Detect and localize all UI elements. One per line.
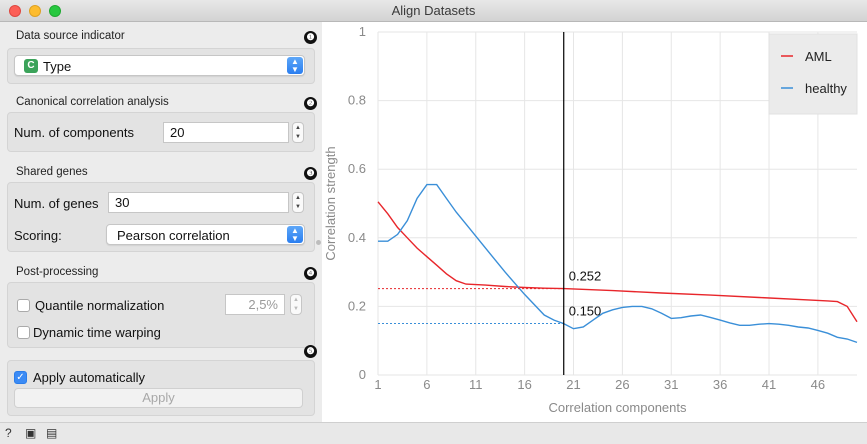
x-tick-label: 26 [615,377,629,392]
y-tick-label: 0.2 [348,298,366,313]
quantile-label: Quantile normalization [35,298,165,313]
badge-4: ❹ [304,267,317,280]
scoring-select[interactable]: Pearson correlation ▲ ▼ [106,224,305,245]
apply-auto-checkbox[interactable]: ✓ [14,371,27,384]
genes-label: Num. of genes [14,196,99,211]
scoring-value: Pearson correlation [117,228,230,243]
apply-auto-label: Apply automatically [33,370,145,385]
window-title: Align Datasets [391,3,476,18]
select-arrows-icon: ▲ ▼ [287,57,303,74]
dtw-checkbox[interactable] [17,326,30,339]
legend-label-AML: AML [805,49,832,64]
minimize-window-button[interactable] [29,5,41,17]
quantile-stepper[interactable]: ▲ ▼ [290,294,302,315]
components-stepper[interactable]: ▲ ▼ [292,122,304,143]
x-axis-label: Correlation components [548,400,687,415]
post-processing-title: Post-processing [16,266,99,278]
y-tick-label: 0.8 [348,93,366,108]
x-tick-label: 1 [374,377,381,392]
correlation-chart[interactable]: 1 6 11 16 21 26 31 36 41 4600.20.40.60.81Correlat… [322,22,867,422]
cca-title: Canonical correlation analysis [16,96,169,108]
x-tick-label: 21 [566,377,580,392]
splitter-handle[interactable] [316,240,321,245]
help-icon[interactable]: ? [5,426,12,440]
legend-label-healthy: healthy [805,81,847,96]
y-tick-label: 1 [359,24,366,39]
x-tick-label: 41 [762,377,776,392]
save-icon[interactable]: ▣ [25,426,37,440]
healthy-cutoff-label: 0.150 [569,304,602,319]
x-tick-label: 46 [811,377,825,392]
y-tick-label: 0 [359,367,366,382]
quantile-value-input[interactable]: 2,5% [225,294,285,315]
quantile-checkbox[interactable] [17,299,30,312]
x-tick-label: 11 [469,377,483,392]
aml-cutoff-label: 0.252 [569,269,602,284]
x-tick-label: 31 [664,377,678,392]
cca-box: Num. of components 20 ▲ ▼ [7,112,315,152]
dtw-label: Dynamic time warping [33,325,161,340]
x-tick-label: 36 [713,377,727,392]
data-source-box: C Type ▲ ▼ [7,48,315,84]
control-panel: Data source indicator ❶ C Type ▲ ▼ Canoni… [0,22,322,422]
badge-2: ❷ [304,97,317,110]
legend-box [768,33,858,115]
series-line-AML [377,201,858,323]
data-source-title: Data source indicator [16,30,125,42]
shared-genes-title: Shared genes [16,166,88,178]
title-bar: Align Datasets [0,0,867,22]
y-axis-label: Correlation strength [323,146,338,260]
genes-input[interactable]: 30 [108,192,289,213]
report-icon[interactable]: ▤ [46,426,58,440]
close-window-button[interactable] [9,5,21,17]
apply-button[interactable]: Apply [14,388,303,408]
categorical-variable-icon: C [24,59,38,73]
data-source-select[interactable]: C Type ▲ ▼ [14,55,305,76]
y-tick-label: 0.4 [348,230,366,245]
scoring-label: Scoring: [14,228,62,243]
status-bar: ? ▣ ▤ [0,422,867,444]
x-tick-label: 6 [423,377,430,392]
select-arrows-icon: ▲ ▼ [287,226,303,243]
plot-area: 1 6 11 16 21 26 31 36 41 46 0 0.2 0.4 0.6 0.8 1 Correlat… [322,22,867,422]
series-line-healthy [378,183,858,344]
badge-3: ❸ [304,167,317,180]
maximize-window-button[interactable] [49,5,61,17]
x-tick-label: 16 [517,377,531,392]
data-source-value: Type [43,59,72,74]
shared-genes-box: Num. of genes 30 ▲ ▼ Scoring: Pearson cor… [7,182,315,252]
genes-stepper[interactable]: ▲ ▼ [292,192,304,213]
badge-1: ❶ [304,31,317,44]
post-processing-box: Quantile normalization 2,5% ▲ ▼ Dynamic t… [7,282,315,348]
components-input[interactable]: 20 [163,122,289,143]
components-label: Num. of components [14,125,134,140]
y-tick-label: 0.6 [348,161,366,176]
badge-5: ❺ [304,345,317,358]
